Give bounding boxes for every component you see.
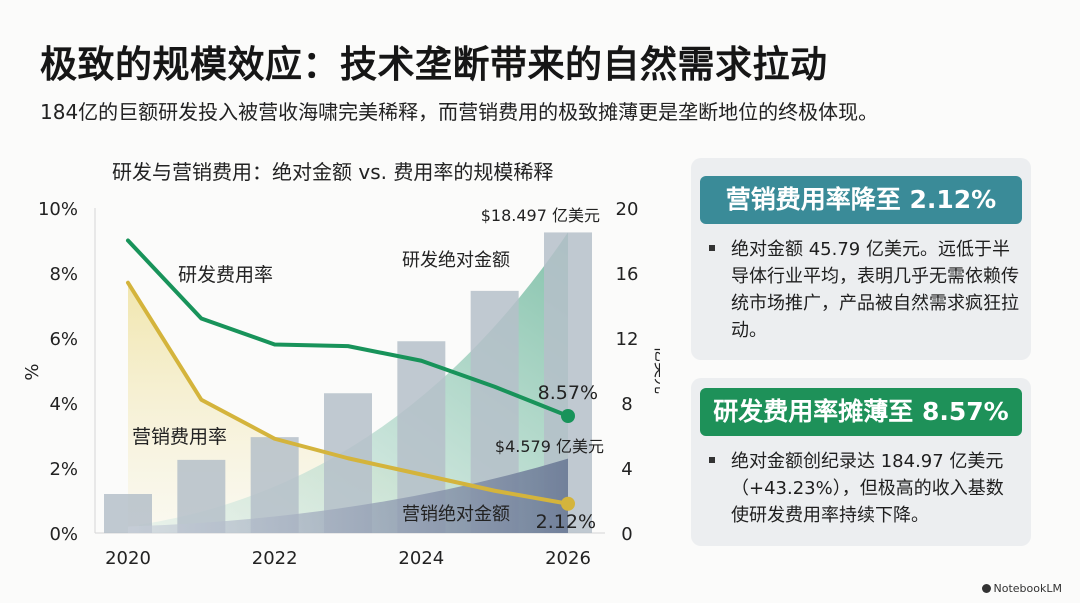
brand-name: NotebookLM <box>993 582 1062 595</box>
left-tick-label: 4% <box>49 394 78 415</box>
left-axis-title: % <box>22 363 43 380</box>
right-tick-label: 20 <box>616 199 639 220</box>
left-tick-label: 8% <box>49 264 78 285</box>
right-tick-label: 16 <box>616 264 639 285</box>
x-tick-label: 2022 <box>252 548 298 569</box>
left-tick-label: 6% <box>49 329 78 350</box>
rd-amount-area <box>139 232 568 533</box>
marketing-card-header: 营销费用率降至 2.12% <box>700 176 1022 224</box>
marketing-card: 营销费用率降至 2.12% 绝对金额 45.79 亿美元。远低于半导体行业平均，… <box>691 158 1031 360</box>
marketing-amount-end-value: $4.579 亿美元 <box>495 437 604 456</box>
left-tick-label: 0% <box>49 524 78 545</box>
rd-rate-label: 研发费用率 <box>178 264 273 286</box>
right-tick-label: 12 <box>616 329 639 350</box>
page-title: 极致的规模效应：技术垄断带来的自然需求拉动 <box>40 43 828 86</box>
rd-card: 研发费用率摊薄至 8.57% 绝对金额创纪录达 184.97 亿美元（+43.2… <box>691 378 1031 546</box>
marketing-amount-label: 营销绝对金额 <box>402 504 510 525</box>
chart-title: 研发与营销费用：绝对金额 vs. 费用率的规模稀释 <box>112 160 554 184</box>
right-tick-label: 0 <box>621 524 632 545</box>
rd-amount-bar <box>177 459 226 533</box>
right-tick-label: 4 <box>621 459 632 480</box>
x-tick-label: 2026 <box>545 548 591 569</box>
rd-card-text: 绝对金额创纪录达 184.97 亿美元（+43.23%），但极高的收入基数使研发… <box>731 451 1004 526</box>
right-axis-title: 亿美元 <box>652 346 660 394</box>
marketing-rate-end-value: 2.12% <box>536 511 596 533</box>
page-subtitle: 184亿的巨额研发投入被营收海啸完美稀释，而营销费用的极致摊薄更是垄断地位的终极… <box>40 100 879 124</box>
rd-rate-end-value: 8.57% <box>538 382 598 404</box>
marketing-card-body: 绝对金额 45.79 亿美元。远低于半导体行业平均，表明几乎无需依赖传统市场推广… <box>709 236 1019 344</box>
marketing-card-text: 绝对金额 45.79 亿美元。远低于半导体行业平均，表明几乎无需依赖传统市场推广… <box>731 239 1019 341</box>
marketing-rate-fill <box>128 282 568 533</box>
marketing-amount-area <box>128 458 568 533</box>
rd-amount-label: 研发绝对金额 <box>402 250 510 271</box>
left-tick-label: 10% <box>38 199 78 220</box>
rd-card-header: 研发费用率摊薄至 8.57% <box>700 388 1022 436</box>
marketing-rate-line-end-point <box>561 496 575 511</box>
notebooklm-icon <box>981 584 991 593</box>
rd-card-body: 绝对金额创纪录达 184.97 亿美元（+43.23%），但极高的收入基数使研发… <box>709 448 1019 529</box>
x-tick-label: 2024 <box>398 548 444 569</box>
rd-rate-line-end-point <box>561 409 575 423</box>
x-tick-label: 2020 <box>105 548 151 569</box>
brand-logo: NotebookLM <box>981 582 1062 595</box>
marketing-rate-label: 营销费用率 <box>132 426 227 448</box>
right-tick-label: 8 <box>621 394 632 415</box>
left-tick-label: 2% <box>49 459 78 480</box>
bullet-icon <box>709 457 715 463</box>
marketing-rate-line <box>126 280 570 506</box>
rd-rate-line <box>126 238 570 418</box>
rd-amount-end-value: $18.497 亿美元 <box>481 206 600 225</box>
bullet-icon <box>709 245 715 251</box>
